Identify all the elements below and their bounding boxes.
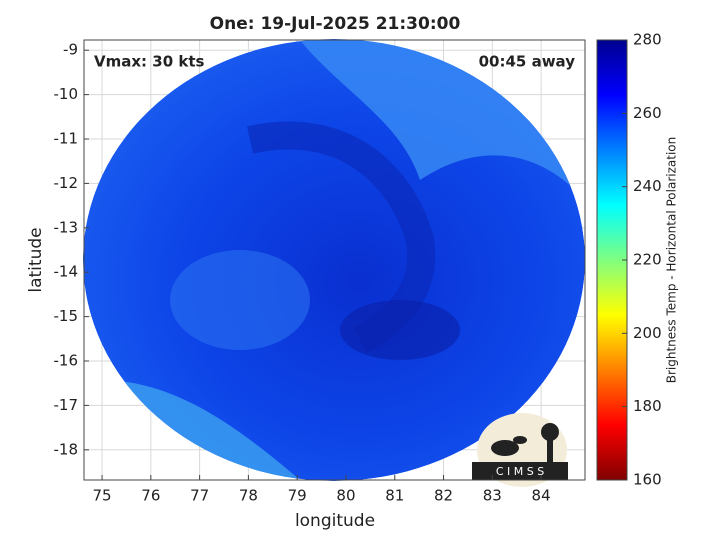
x-tick-label: 83 [483, 487, 502, 505]
x-tick-label: 75 [93, 487, 112, 505]
x-tick-label: 84 [532, 487, 551, 505]
y-tick-label: -12 [54, 174, 79, 192]
colorbar-tick-label: 220 [633, 251, 662, 269]
x-tick-label: 82 [434, 487, 453, 505]
image-field [83, 39, 585, 481]
x-tick-label: 78 [239, 487, 258, 505]
logo: C I M S S [472, 413, 568, 487]
y-tick-label: -18 [54, 440, 79, 458]
plot-frame [83, 39, 586, 481]
chart-title: One: 19-Jul-2025 21:30:00 [210, 14, 461, 34]
y-tick-label: -16 [54, 352, 79, 370]
colorbar-tick-label: 160 [633, 471, 662, 489]
x-tick-label: 80 [336, 487, 355, 505]
x-tick-label: 76 [141, 487, 160, 505]
logo-text: C I M S S [496, 465, 544, 478]
y-tick-label: -10 [54, 85, 79, 103]
x-tick-label: 81 [385, 487, 404, 505]
colorbar-tick-label: 200 [633, 324, 662, 342]
annotation: 00:45 away [479, 53, 576, 71]
y-tick-label: -14 [54, 263, 79, 281]
annotation: Vmax: 30 kts [94, 53, 204, 71]
x-tick-label: 77 [190, 487, 209, 505]
colorbar-tick-label: 280 [633, 31, 662, 49]
colorbar-label: Brightness Temp - Horizontal Polarizatio… [665, 137, 679, 384]
x-axis-label: longitude [295, 511, 375, 531]
colorbar-tick-label: 240 [633, 177, 662, 195]
y-tick-label: -15 [54, 307, 79, 325]
y-axis-label: latitude [26, 227, 46, 292]
x-tick-label: 79 [288, 487, 307, 505]
colorbar-tick-label: 260 [633, 104, 662, 122]
y-tick-label: -13 [54, 218, 79, 236]
colorbar-tick-label: 180 [633, 397, 662, 415]
y-tick-label: -9 [63, 41, 78, 59]
y-tick-label: -11 [54, 130, 79, 148]
y-tick-label: -17 [54, 396, 79, 414]
